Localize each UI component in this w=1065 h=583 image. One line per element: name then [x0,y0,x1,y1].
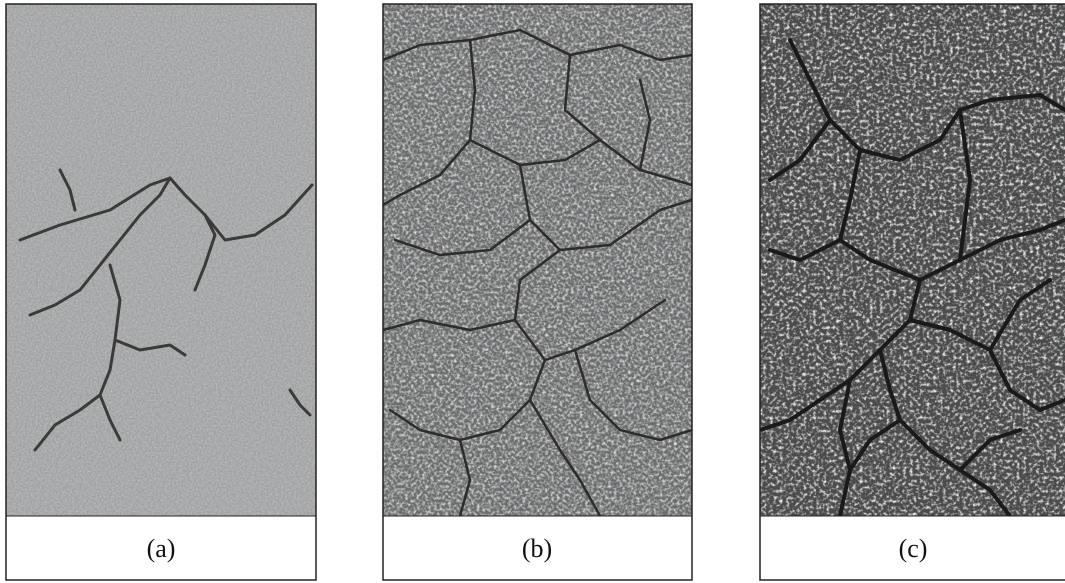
photo-c [760,4,1065,516]
page: (a) (b) [0,0,1065,583]
panel-a: (a) [6,4,316,580]
photo-b [383,4,692,516]
panel-label: (b) [522,534,552,563]
panel-c: (c) [760,4,1065,580]
panel-label: (c) [899,534,928,563]
panel-b: (b) [383,4,692,580]
figure: (a) (b) [0,0,1065,583]
panel-label: (a) [147,534,176,563]
photo-a [6,4,316,516]
